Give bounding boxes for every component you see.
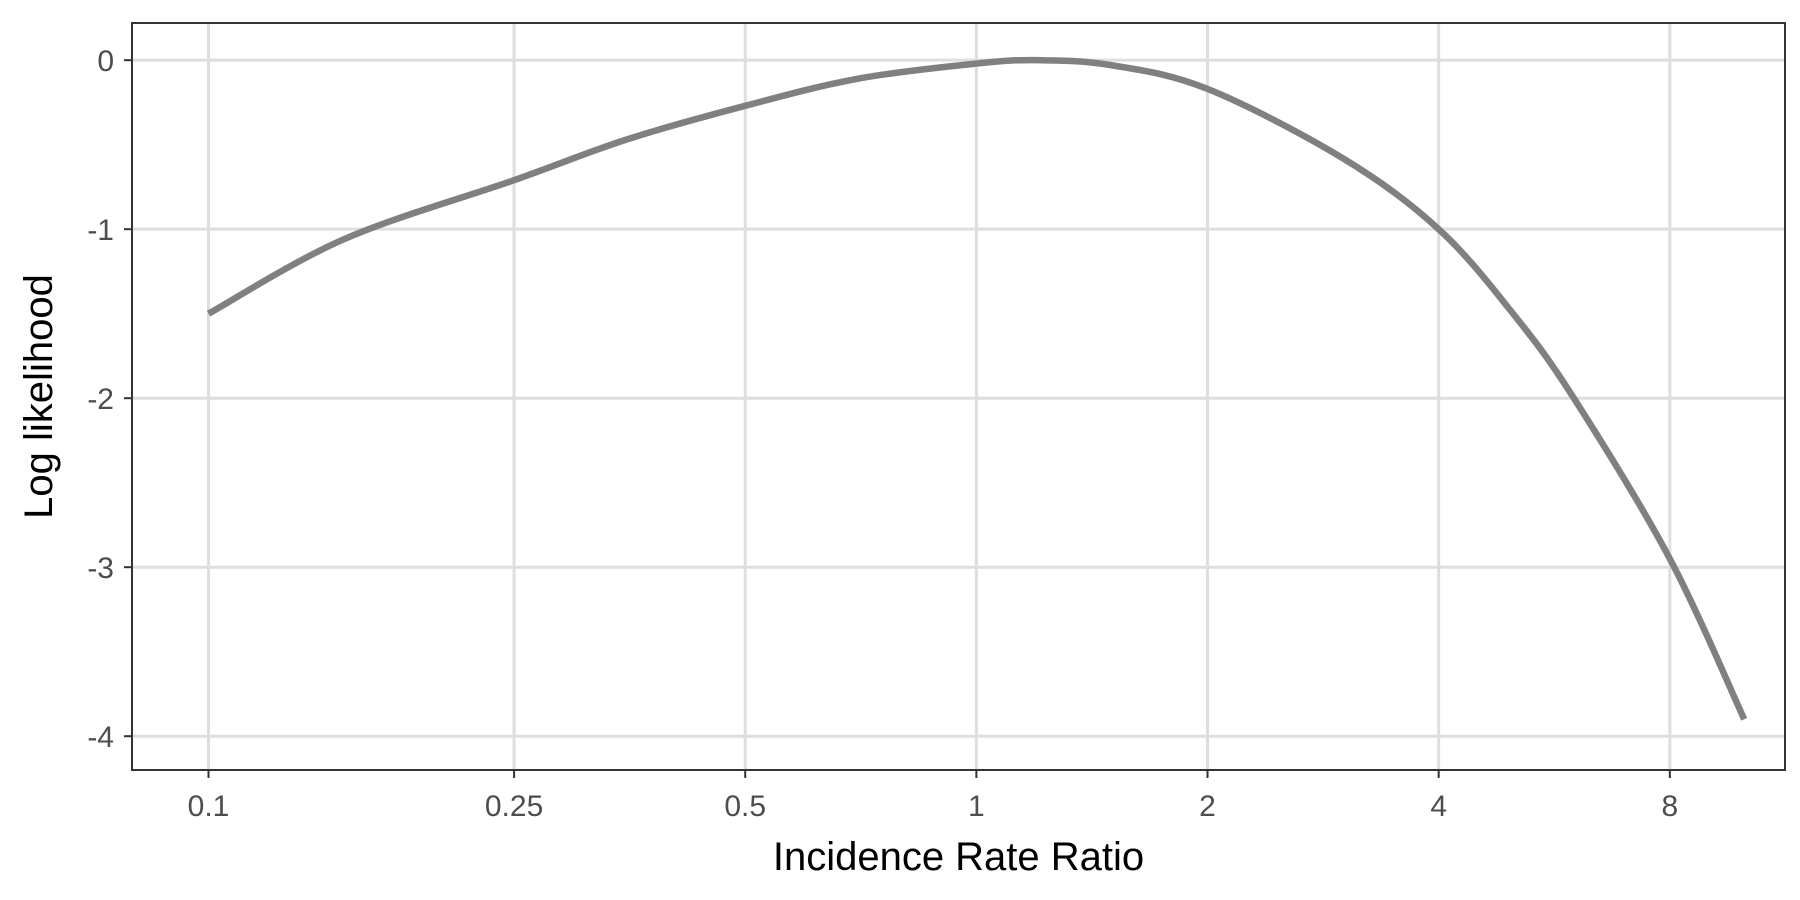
y-tick-label: -2 <box>87 383 114 416</box>
y-tick-label: -3 <box>87 552 114 585</box>
x-axis-title: Incidence Rate Ratio <box>773 835 1144 879</box>
grid <box>132 23 1785 770</box>
x-tick-label: 8 <box>1661 790 1678 823</box>
x-tick-label: 0.1 <box>188 790 230 823</box>
ticks <box>124 59 1671 778</box>
y-axis-title: Log likelihood <box>17 274 61 519</box>
y-tick-label: -4 <box>87 721 114 754</box>
y-tick-label: -1 <box>87 214 114 247</box>
y-tick-label: 0 <box>97 45 114 78</box>
panel-border <box>131 22 1786 771</box>
x-tick-label: 0.25 <box>485 790 543 823</box>
x-tick-label: 2 <box>1199 790 1216 823</box>
x-tick-label: 4 <box>1430 790 1447 823</box>
x-tick-label: 0.5 <box>724 790 766 823</box>
series-layer <box>206 56 1748 721</box>
tick-labels: 0.1 0.25 0.5 1 2 4 8 0 -1 -2 -3 -4 <box>87 45 1678 823</box>
log-likelihood-curve <box>206 56 1748 721</box>
x-tick-label: 1 <box>968 790 985 823</box>
